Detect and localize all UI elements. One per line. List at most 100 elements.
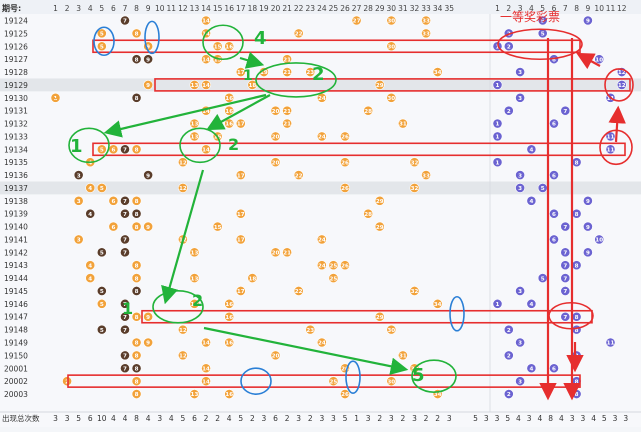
front-total: 6 — [273, 414, 278, 423]
back-ball: 3 — [515, 286, 525, 296]
ball-number: 8 — [575, 315, 579, 321]
ball-number: 6 — [552, 122, 556, 128]
front-ball: 6 — [108, 221, 119, 232]
back-total: 3 — [613, 414, 618, 423]
ball-number: 20 — [272, 354, 280, 360]
green-arrow-4 — [161, 169, 205, 305]
ball-number: 18 — [248, 276, 256, 282]
front-ball: 3 — [73, 234, 84, 245]
front-ball: 24 — [316, 337, 327, 348]
ball-number: 4 — [88, 212, 92, 218]
front-ball: 7 — [120, 324, 130, 335]
ball-number: 12 — [618, 70, 626, 76]
back-ball: 7 — [560, 105, 571, 116]
ball-number: 8 — [135, 212, 139, 218]
front-ball: 8 — [131, 350, 142, 361]
front-ball: 13 — [189, 273, 200, 283]
front-header-number: 14 — [201, 4, 211, 13]
back-header-number: 11 — [606, 4, 616, 13]
front-ball: 16 — [224, 41, 235, 52]
ball-number: 17 — [237, 173, 245, 179]
ball-number: 8 — [135, 276, 139, 282]
green-arrow-1 — [239, 51, 265, 69]
ball-number: 15 — [214, 225, 222, 231]
ball-number: 16 — [225, 392, 233, 398]
front-ball: 8 — [131, 286, 142, 296]
front-header-number: 26 — [340, 4, 350, 13]
front-ball: 8 — [131, 260, 142, 271]
ball-number: 6 — [111, 225, 115, 231]
back-ball: 7 — [560, 221, 571, 232]
ball-number: 9 — [146, 315, 150, 321]
front-ball: 3 — [73, 170, 84, 180]
front-header-number: 25 — [329, 4, 339, 13]
front-header-number: 13 — [190, 4, 200, 13]
ball-number: 7 — [123, 302, 127, 308]
front-ball: 7 — [120, 195, 130, 206]
front-total: 3 — [412, 414, 417, 423]
back-ball: 3 — [515, 67, 525, 77]
annotation-number: 5 — [412, 365, 425, 386]
ball-number: 15 — [214, 44, 222, 50]
front-ball: 16 — [224, 298, 235, 309]
back-total: 3 — [484, 414, 489, 423]
front-header-number: 11 — [167, 4, 177, 13]
ball-number: 29 — [376, 83, 384, 89]
ball-number: 3 — [518, 173, 522, 179]
front-ball: 9 — [143, 80, 154, 90]
front-ball: 25 — [328, 376, 339, 387]
front-ball: 8 — [131, 221, 142, 232]
front-header-number: 9 — [146, 4, 151, 13]
front-ball: 24 — [316, 234, 327, 245]
prize-annotation-text: 一等奖彩票 — [500, 10, 560, 24]
ball-number: 30 — [387, 96, 395, 102]
ball-number: 33 — [422, 32, 430, 38]
back-ball: 2 — [503, 350, 514, 361]
ball-number: 32 — [411, 186, 419, 192]
ball-number: 34 — [434, 70, 442, 76]
front-ball: 33 — [421, 170, 431, 180]
ball-number: 29 — [376, 315, 384, 321]
front-ball: 8 — [131, 144, 142, 155]
ball-number: 7 — [123, 212, 127, 218]
ball-number: 5 — [541, 19, 545, 25]
front-ball: 4 — [85, 183, 96, 193]
ball-number: 8 — [135, 341, 139, 347]
back-total: 8 — [548, 414, 553, 423]
back-header-number: 12 — [617, 4, 627, 13]
back-total: 3 — [570, 414, 575, 423]
ball-number: 8 — [575, 392, 579, 398]
period-header-label: 期号: — [2, 3, 21, 13]
red-ellipse-right — [604, 68, 634, 102]
ball-number: 20 — [272, 251, 280, 257]
blue-ellipse-34 — [449, 295, 465, 332]
front-ball: 23 — [305, 324, 316, 335]
front-total: 6 — [192, 414, 197, 423]
front-ball: 12 — [177, 183, 188, 193]
ball-number: 7 — [563, 315, 567, 321]
period-label: 19130 — [4, 94, 28, 103]
ball-number: 23 — [306, 328, 314, 334]
period-label: 19140 — [4, 223, 28, 232]
ball-number: 30 — [387, 44, 395, 50]
back-ball: 6 — [549, 170, 559, 180]
front-ball: 25 — [328, 260, 339, 271]
ball-number: 2 — [507, 354, 511, 360]
ball-number: 7 — [563, 276, 567, 282]
ball-number: 16 — [225, 96, 233, 102]
ball-number: 4 — [88, 276, 92, 282]
ball-number: 5 — [100, 289, 104, 295]
blue-ellipse-26 — [345, 360, 361, 394]
highlight-row — [0, 181, 641, 195]
back-ball: 7 — [560, 311, 571, 322]
ball-number: 23 — [306, 70, 314, 76]
front-ball: 21 — [282, 247, 292, 258]
ball-number: 26 — [341, 392, 349, 398]
front-ball: 33 — [421, 28, 431, 39]
back-ball: 8 — [571, 311, 582, 322]
ball-number: 9 — [146, 57, 150, 63]
front-ball: 14 — [201, 54, 211, 65]
back-ball: 3 — [515, 376, 525, 387]
front-header-number: 29 — [375, 4, 385, 13]
